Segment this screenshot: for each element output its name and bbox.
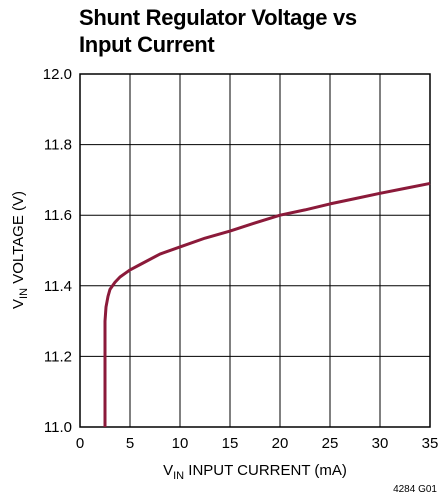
x-tick-label: 10 — [172, 435, 189, 452]
series-group — [103, 181, 431, 427]
x-axis-label-rest: INPUT CURRENT (mA) — [184, 462, 347, 479]
chart-title: Shunt Regulator Voltage vs Input Current — [79, 4, 419, 58]
y-axis-label: VIN VOLTAGE (V) — [10, 191, 30, 309]
y-axis-label-main: V — [10, 299, 27, 309]
chart-title-line1: Shunt Regulator Voltage vs — [79, 5, 357, 30]
x-tick-label: 5 — [126, 435, 134, 452]
x-tick-label: 35 — [422, 435, 439, 452]
y-axis-label-sub: IN — [18, 288, 30, 299]
tick-labels: 0 5 10 15 20 25 30 35 11.0 11.2 11.4 11.6 11.8 12.0 — [43, 66, 439, 452]
plot-frame — [79, 73, 431, 428]
y-tick-label: 12.0 — [43, 66, 72, 83]
x-tick-label: 0 — [76, 435, 84, 452]
x-axis-label: VIN INPUT CURRENT (mA) — [163, 462, 347, 482]
x-tick-label: 15 — [222, 435, 239, 452]
y-axis-label-rest: VOLTAGE (V) — [10, 191, 27, 288]
chart-title-line2: Input Current — [79, 32, 215, 57]
x-axis-label-sub: IN — [173, 470, 184, 482]
x-axis-label-main: V — [163, 462, 173, 479]
figure-id: 4284 G01 — [393, 484, 437, 495]
y-tick-label: 11.4 — [44, 278, 72, 295]
x-tick-label: 30 — [372, 435, 389, 452]
y-tick-label: 11.8 — [44, 137, 72, 154]
x-tick-label: 20 — [272, 435, 289, 452]
grid — [79, 73, 431, 428]
y-tick-label: 11.6 — [44, 207, 72, 224]
x-tick-label: 25 — [322, 435, 339, 452]
y-tick-label: 11.2 — [44, 348, 72, 365]
y-tick-label: 11.0 — [44, 419, 72, 436]
series-line — [103, 181, 431, 427]
